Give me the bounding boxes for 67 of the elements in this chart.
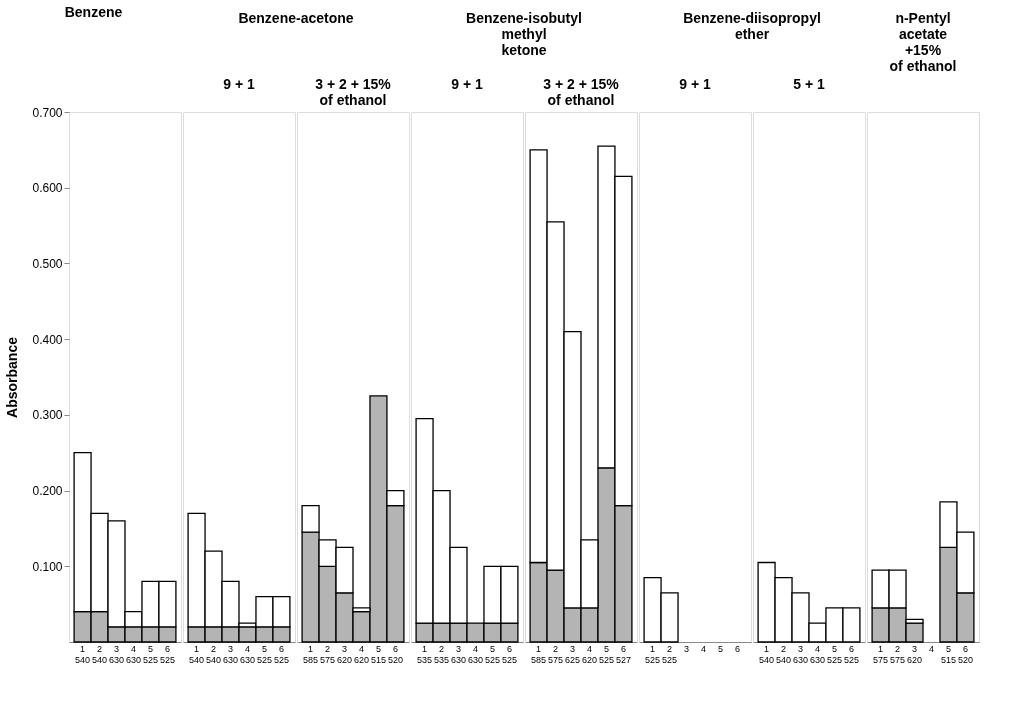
chart-title: n-Pentyl acetate +15% of ethanol [889, 9, 957, 74]
x-tick-label: 2 535 [434, 643, 450, 665]
x-tick-label: 6 525 [843, 643, 859, 665]
x-tick-label: 2 540 [206, 643, 222, 665]
y-tick-label: 0.500 [32, 256, 63, 271]
chart-subtitle: 9 + 1 [679, 76, 711, 92]
x-tick-label: 6 525 [501, 643, 517, 665]
y-tick-label: 0.400 [32, 332, 63, 347]
x-tick-label: 5 515 [370, 643, 386, 665]
y-tick-label: 0.100 [32, 559, 63, 574]
chart-title: Benzene [64, 3, 123, 20]
y-tick-label: 0.300 [32, 408, 63, 423]
x-tick-label: 3 625 [565, 643, 581, 665]
chart-subtitle: 3 + 2 + 15% of ethanol [543, 76, 620, 108]
x-tick-label: 4 630 [125, 643, 141, 665]
x-tick-label: 5 525 [826, 643, 842, 665]
x-tick-label: 2 575 [320, 643, 336, 665]
x-tick-label: 4 [700, 643, 706, 654]
y-tick-label: 0.600 [32, 181, 63, 196]
x-tick-label: 4 [928, 643, 934, 654]
x-tick-label: 5 525 [598, 643, 614, 665]
x-tick-label: 1 540 [75, 643, 91, 665]
x-tick-label: 3 630 [109, 643, 125, 665]
x-tick-label: 6 527 [615, 643, 631, 665]
x-tick-label: 4 630 [809, 643, 825, 665]
x-tick-label: 3 630 [451, 643, 467, 665]
x-tick-label: 3 630 [223, 643, 239, 665]
x-tick-label: 2 540 [776, 643, 792, 665]
x-tick-label: 4 630 [239, 643, 255, 665]
x-tick-label: 5 [717, 643, 723, 654]
x-tick-label: 6 [734, 643, 740, 654]
x-tick-label: 6 520 [957, 643, 973, 665]
x-tick-label: 2 575 [890, 643, 906, 665]
x-tick-label: 5 525 [484, 643, 500, 665]
x-tick-label: 1 585 [531, 643, 547, 665]
chart-title: Benzene-diisopropyl ether [683, 9, 821, 42]
x-tick-label: 2 525 [662, 643, 678, 665]
x-tick-label: 1 540 [759, 643, 775, 665]
x-tick-label: 1 540 [189, 643, 205, 665]
y-tick-label: 0.200 [32, 484, 63, 499]
x-tick-label: 6 525 [159, 643, 175, 665]
x-tick-label: 3 630 [793, 643, 809, 665]
x-tick-label: 3 620 [337, 643, 353, 665]
x-tick-label: 1 525 [645, 643, 661, 665]
x-tick-label: 1 535 [417, 643, 433, 665]
x-tick-label: 3 [684, 643, 690, 654]
chart-subtitle: 5 + 1 [793, 76, 825, 92]
y-axis-title: Absorbance [4, 336, 21, 418]
x-tick-label: 2 540 [92, 643, 108, 665]
x-tick-label: 1 575 [873, 643, 889, 665]
x-tick-label: 5 515 [940, 643, 956, 665]
x-tick-label: 2 575 [548, 643, 564, 665]
x-tick-label: 4 620 [353, 643, 369, 665]
chart-title: Benzene-acetone [238, 9, 354, 26]
x-tick-label: 6 525 [273, 643, 289, 665]
x-tick-label: 4 630 [467, 643, 483, 665]
x-tick-label: 3 620 [907, 643, 923, 665]
x-tick-label: 5 525 [142, 643, 158, 665]
chart-subtitle: 9 + 1 [451, 76, 483, 92]
chart-title: Benzene-isobutyl methyl ketone [466, 9, 582, 58]
x-tick-label: 6 520 [387, 643, 403, 665]
chart-subtitle: 9 + 1 [223, 76, 255, 92]
chart-subtitle: 3 + 2 + 15% of ethanol [315, 76, 392, 108]
x-tick-label: 1 585 [303, 643, 319, 665]
x-tick-label: 4 620 [581, 643, 597, 665]
y-tick-label: 0.700 [32, 105, 63, 120]
x-tick-label: 5 525 [256, 643, 272, 665]
